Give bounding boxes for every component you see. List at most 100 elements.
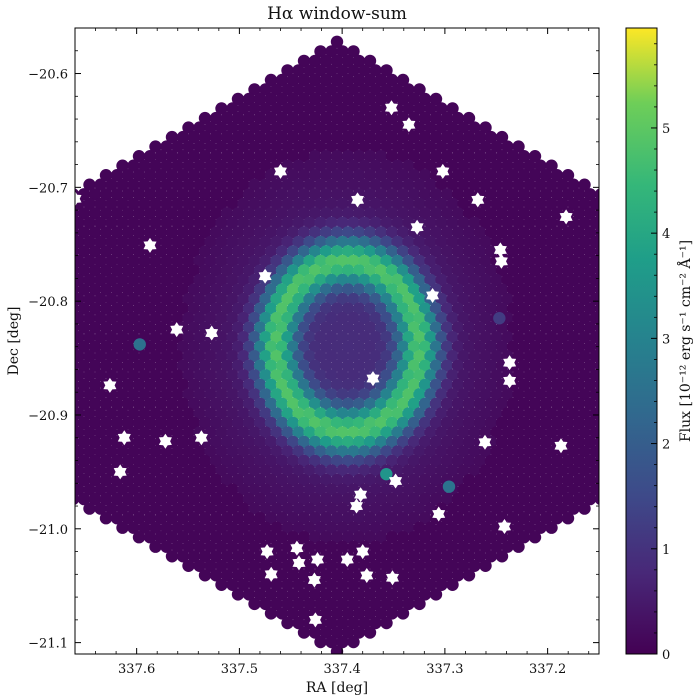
fiber-point [374,512,388,525]
fiber-point [374,397,388,410]
fiber-point [132,283,146,296]
fiber-point [242,359,256,372]
fiber-point [523,464,536,477]
fiber-point [424,483,437,496]
fiber-point [253,207,267,220]
fiber-point [341,492,355,506]
fiber-point [440,245,454,258]
fiber-point [204,426,217,439]
fiber-point [501,483,514,496]
fiber-point [446,350,459,363]
fiber-point [556,350,569,363]
fiber-point [330,302,344,315]
fiber-point [468,216,481,229]
fiber-point [583,321,597,334]
fiber-point [396,130,410,144]
fiber-point [220,207,234,220]
fiber-point [583,435,597,449]
fiber-point [446,311,459,325]
fiber-point [77,416,91,430]
fiber-point [407,416,421,430]
fiber-point [253,321,267,334]
fiber-point [319,397,333,410]
fiber-point [75,455,80,467]
fiber-point [506,435,520,449]
fiber-point [528,150,542,163]
fiber-point [506,531,520,544]
fiber-point [198,130,212,144]
fiber-point [160,254,173,268]
fiber-point [396,531,410,544]
fiber-point [314,121,327,134]
fiber-point [330,92,344,106]
fiber-point [231,359,245,372]
fiber-point [94,350,107,363]
fiber-point [138,369,151,382]
fiber-point [204,292,217,306]
fiber-point [501,159,514,172]
fiber-point [215,159,228,172]
fiber-point [440,454,454,468]
y-tick-label: −20.8 [28,295,68,310]
x-tick-label: 337.3 [426,662,463,677]
fiber-point [391,178,404,191]
fiber-point [550,416,564,430]
fiber-point [358,331,371,344]
fiber-point [226,331,239,344]
fiber-point [363,73,377,87]
fiber-point [83,350,96,363]
fiber-point [336,407,349,420]
fiber-point [572,245,586,258]
fiber-point [534,159,547,172]
fiber-point [198,378,212,391]
fiber-point [165,454,179,468]
fiber-point [424,426,437,439]
fiber-point [424,559,437,572]
fiber-point [490,140,503,153]
fiber-point [369,121,382,134]
fiber-point [506,302,520,315]
fiber-point [391,521,404,534]
fiber-point [402,178,415,191]
fiber-point [303,83,316,96]
fiber-point [429,492,443,506]
fiber-point [308,397,322,410]
fiber-point [226,407,239,420]
fiber-point [424,464,437,477]
fiber-point [77,340,91,353]
fiber-point [325,102,338,115]
fiber-point [528,435,542,449]
fiber-point [473,416,487,430]
fiber-point [297,512,311,525]
fiber-point [242,150,256,163]
fiber-point [561,359,575,372]
fiber-point [336,197,349,210]
fiber-point [319,607,333,620]
fiber-point [308,626,322,639]
fiber-point [495,169,509,182]
fiber-point [187,473,201,487]
fiber-point [94,407,107,420]
fiber-point [149,445,162,458]
fiber-point [204,197,217,210]
fiber-point [484,245,498,258]
fiber-point [314,483,327,496]
fiber-point [88,473,102,487]
fiber-point [572,378,586,391]
fiber-point [292,102,305,115]
fiber-point [303,331,316,344]
fiber-point [308,226,322,239]
fiber-point [517,454,531,468]
fiber-point [143,207,157,220]
fiber-point [281,388,294,401]
fiber-point [429,92,443,106]
fiber-point [517,207,531,220]
fiber-point [127,407,140,420]
fiber-point [473,226,487,239]
fiber-point [512,197,525,210]
fiber-point [75,493,80,505]
fiber-point [303,350,316,363]
fiber-point [248,502,261,515]
fiber-point [99,169,113,182]
fiber-point [259,121,272,134]
